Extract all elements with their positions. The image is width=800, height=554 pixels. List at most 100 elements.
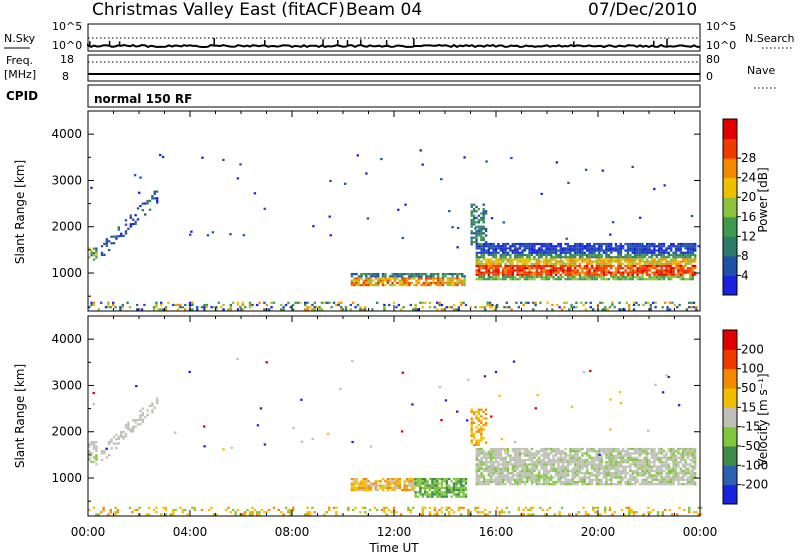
range-cell bbox=[639, 216, 642, 219]
range-cell bbox=[511, 447, 514, 451]
range-cell bbox=[440, 482, 444, 485]
range-cell bbox=[593, 478, 596, 481]
range-cell bbox=[636, 472, 639, 475]
range-cell bbox=[420, 277, 423, 280]
range-cell bbox=[318, 308, 321, 311]
range-cell bbox=[129, 428, 132, 431]
range-cell bbox=[513, 441, 517, 444]
range-cell bbox=[626, 264, 630, 268]
range-cell bbox=[514, 247, 517, 250]
range-cell bbox=[475, 260, 478, 263]
range-cell bbox=[542, 472, 546, 475]
range-cell bbox=[122, 437, 125, 440]
range-cell bbox=[492, 478, 495, 481]
range-cell bbox=[593, 469, 596, 473]
range-cell bbox=[670, 483, 673, 486]
range-cell bbox=[547, 454, 550, 457]
range-cell bbox=[506, 271, 510, 274]
range-cell bbox=[528, 251, 531, 254]
range-cell bbox=[353, 482, 356, 485]
range-cell bbox=[490, 480, 493, 484]
range-cell bbox=[619, 483, 622, 486]
range-cell bbox=[559, 456, 562, 459]
range-cell bbox=[478, 247, 481, 250]
range-cell bbox=[494, 247, 498, 250]
range-cell bbox=[665, 463, 668, 466]
range-cell bbox=[475, 417, 478, 420]
range-cell bbox=[614, 454, 618, 457]
range-cell bbox=[629, 474, 632, 477]
range-cell bbox=[401, 273, 404, 276]
range-cell bbox=[607, 256, 610, 259]
range-cell bbox=[110, 438, 113, 441]
range-cell bbox=[550, 452, 553, 455]
range-cell bbox=[581, 245, 584, 248]
range-cell bbox=[129, 223, 132, 226]
range-cell bbox=[542, 258, 546, 261]
range-cell bbox=[433, 493, 436, 496]
range-cell bbox=[452, 303, 456, 307]
range-cell bbox=[653, 273, 656, 276]
range-cell bbox=[691, 242, 694, 246]
range-cell bbox=[462, 491, 465, 494]
range-cell bbox=[419, 480, 422, 483]
range-cell bbox=[641, 247, 644, 250]
range-cell bbox=[559, 267, 562, 270]
range-cell bbox=[658, 242, 661, 246]
range-cell bbox=[410, 486, 413, 489]
range-cell bbox=[355, 480, 358, 483]
range-cell bbox=[638, 483, 642, 486]
range-cell bbox=[535, 264, 538, 268]
nsearch-label: N.Search bbox=[745, 32, 795, 45]
range-cell bbox=[602, 483, 606, 486]
range-cell bbox=[92, 441, 96, 444]
range-cell bbox=[203, 306, 206, 309]
range-cell bbox=[381, 281, 385, 284]
range-cell bbox=[502, 456, 505, 459]
range-cell bbox=[542, 450, 546, 453]
range-cell bbox=[499, 469, 502, 473]
range-cell bbox=[648, 275, 651, 279]
range-cell bbox=[667, 251, 670, 254]
range-cell bbox=[523, 474, 526, 477]
range-cell bbox=[547, 251, 550, 254]
range-cell bbox=[530, 242, 534, 246]
range-cell bbox=[497, 450, 500, 453]
range-cell bbox=[636, 269, 639, 272]
range-cell bbox=[653, 469, 656, 473]
range-cell bbox=[574, 262, 577, 265]
range-cell bbox=[617, 271, 620, 274]
range-cell bbox=[499, 447, 502, 451]
range-cell bbox=[141, 411, 144, 415]
range-cell bbox=[469, 306, 472, 309]
range-cell bbox=[660, 249, 663, 252]
range-cell bbox=[502, 249, 505, 252]
range-cell bbox=[605, 476, 608, 479]
range-cell bbox=[662, 262, 666, 265]
range-cell bbox=[643, 465, 646, 468]
range-cell bbox=[595, 454, 598, 457]
colorbar-frame bbox=[722, 329, 738, 505]
range-cell bbox=[408, 284, 411, 287]
range-cell bbox=[592, 508, 595, 512]
range-cell bbox=[691, 478, 694, 481]
range-cell bbox=[622, 467, 625, 470]
range-cell bbox=[655, 467, 658, 470]
range-cell bbox=[490, 478, 493, 481]
range-cell bbox=[487, 251, 490, 254]
range-cell bbox=[431, 480, 434, 483]
range-cell bbox=[547, 264, 550, 268]
range-cell bbox=[391, 482, 394, 485]
range-cell bbox=[136, 303, 139, 307]
range-cell bbox=[480, 421, 483, 424]
range-cell bbox=[682, 474, 685, 477]
range-cell bbox=[631, 461, 634, 464]
range-cell bbox=[494, 273, 498, 276]
range-cell bbox=[523, 452, 526, 455]
range-cell bbox=[490, 467, 493, 470]
range-cell bbox=[191, 303, 194, 307]
range-cell bbox=[426, 482, 429, 485]
range-cell bbox=[686, 253, 690, 257]
range-cell bbox=[571, 269, 574, 272]
range-cell bbox=[682, 278, 685, 281]
